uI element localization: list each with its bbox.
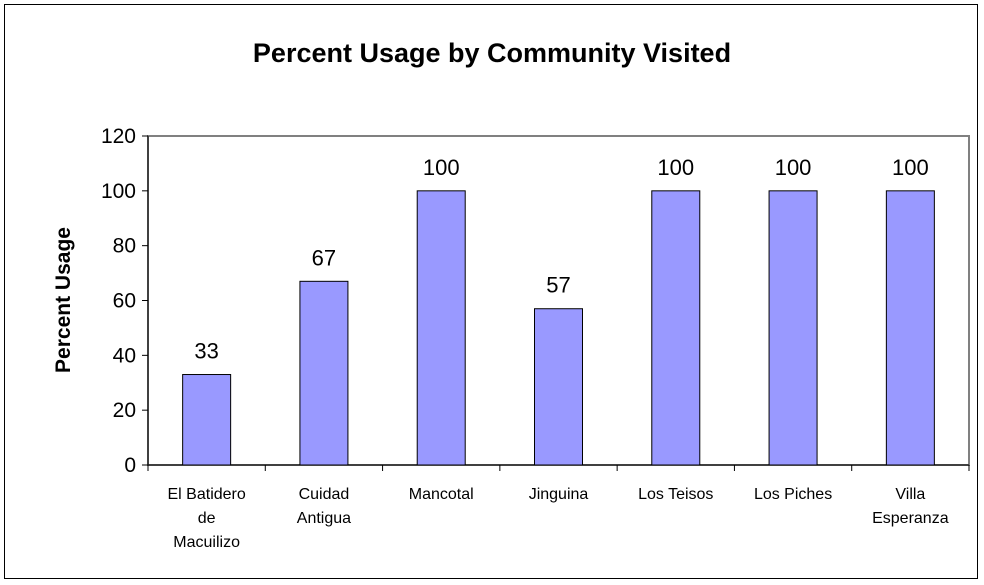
x-category-label: Cuidad Antigua: [297, 486, 351, 527]
y-tick-label: 100: [101, 180, 136, 203]
bar-value-label: 100: [892, 155, 929, 180]
bar: [768, 190, 818, 466]
bar-value-label: 100: [775, 155, 812, 180]
y-tick-label: 40: [113, 344, 136, 367]
y-axis-label: Percent Usage: [52, 227, 75, 373]
bar-value-label: 100: [657, 155, 694, 180]
x-category-label: Villa Esperanza: [872, 486, 949, 527]
bar: [416, 190, 466, 466]
chart-title: Percent Usage by Community Visited: [253, 38, 731, 68]
y-tick-label: 80: [113, 235, 136, 258]
bar: [182, 374, 232, 466]
y-tick-label: 60: [113, 290, 136, 313]
bar-value-label: 57: [546, 273, 570, 298]
bar-value-label: 67: [312, 245, 336, 270]
data-labels: 33 67 100 57 100 100 100: [194, 155, 928, 364]
bar: [534, 308, 583, 466]
x-category-label: Jinguina: [529, 486, 589, 503]
bar: [299, 280, 349, 466]
y-tick-label: 20: [113, 399, 136, 422]
bars: [182, 190, 935, 466]
bar: [651, 190, 701, 466]
x-category-label: El Batidero de Macuilizo: [168, 486, 246, 551]
bar: [885, 190, 935, 466]
x-axis: El Batidero de Macuilizo Cuidad Antigua Manco…: [147, 464, 970, 551]
x-category-label: Los Piches: [754, 486, 832, 503]
y-tick-label: 0: [124, 454, 136, 477]
x-category-label: Los Teisos: [638, 486, 713, 503]
y-tick-label: 120: [101, 125, 136, 148]
bar-value-label: 100: [423, 155, 460, 180]
x-category-label: Mancotal: [409, 486, 474, 503]
bar-value-label: 33: [194, 339, 218, 364]
y-axis: 0 20 40 60 80 100 120: [101, 125, 149, 477]
